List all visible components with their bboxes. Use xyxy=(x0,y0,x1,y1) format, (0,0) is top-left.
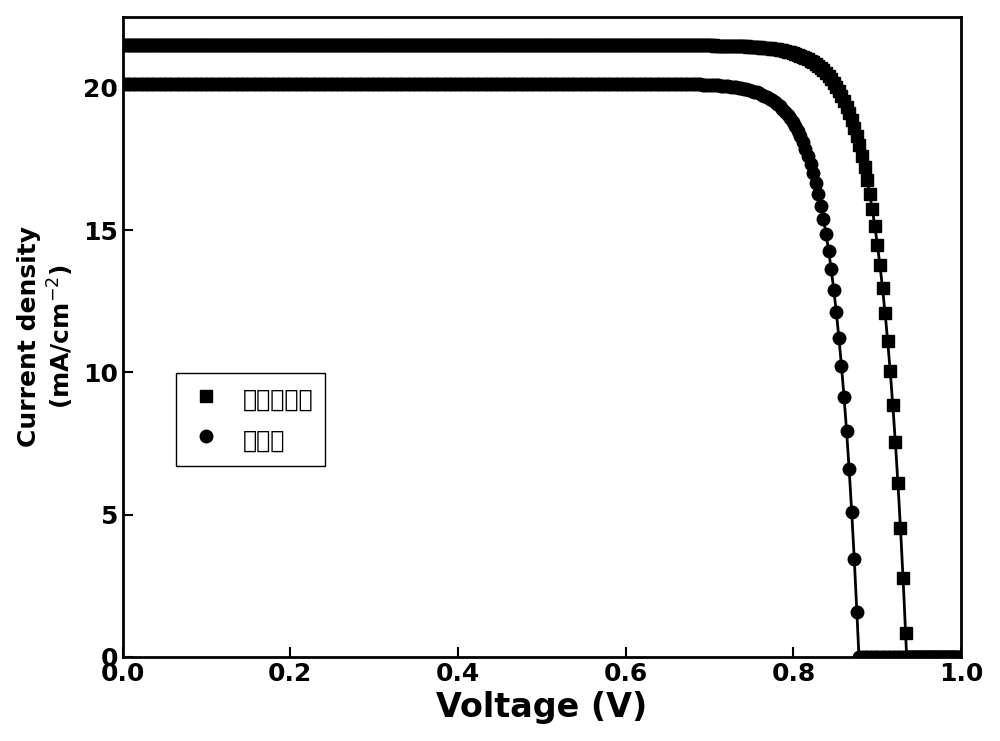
醋酸铅 xyxy=(853,653,865,662)
乙酰丙酮铅 xyxy=(902,653,914,662)
醋酸铅 xyxy=(117,79,129,88)
乙酰丙酮铅 xyxy=(954,653,966,662)
醋酸铅 xyxy=(312,79,324,88)
乙酰丙酮铅 xyxy=(797,52,809,61)
Line: 醋酸铅: 醋酸铅 xyxy=(116,77,966,663)
X-axis label: Voltage (V): Voltage (V) xyxy=(436,691,648,725)
乙酰丙酮铅 xyxy=(702,41,714,50)
Legend: 乙酰丙酮铅, 醋酸铅: 乙酰丙酮铅, 醋酸铅 xyxy=(176,373,325,466)
乙酰丙酮铅 xyxy=(312,41,324,50)
乙酰丙酮铅 xyxy=(196,41,208,50)
醋酸铅 xyxy=(548,79,560,88)
醋酸铅 xyxy=(702,80,714,89)
醋酸铅 xyxy=(286,79,298,88)
乙酰丙酮铅 xyxy=(117,41,129,50)
乙酰丙酮铅 xyxy=(548,41,560,50)
Line: 乙酰丙酮铅: 乙酰丙酮铅 xyxy=(116,39,966,663)
醋酸铅 xyxy=(954,653,966,662)
乙酰丙酮铅 xyxy=(286,41,298,50)
Y-axis label: Current density
(mA/cm$^{-2}$): Current density (mA/cm$^{-2}$) xyxy=(17,226,76,448)
醋酸铅 xyxy=(797,138,809,147)
醋酸铅 xyxy=(196,79,208,88)
